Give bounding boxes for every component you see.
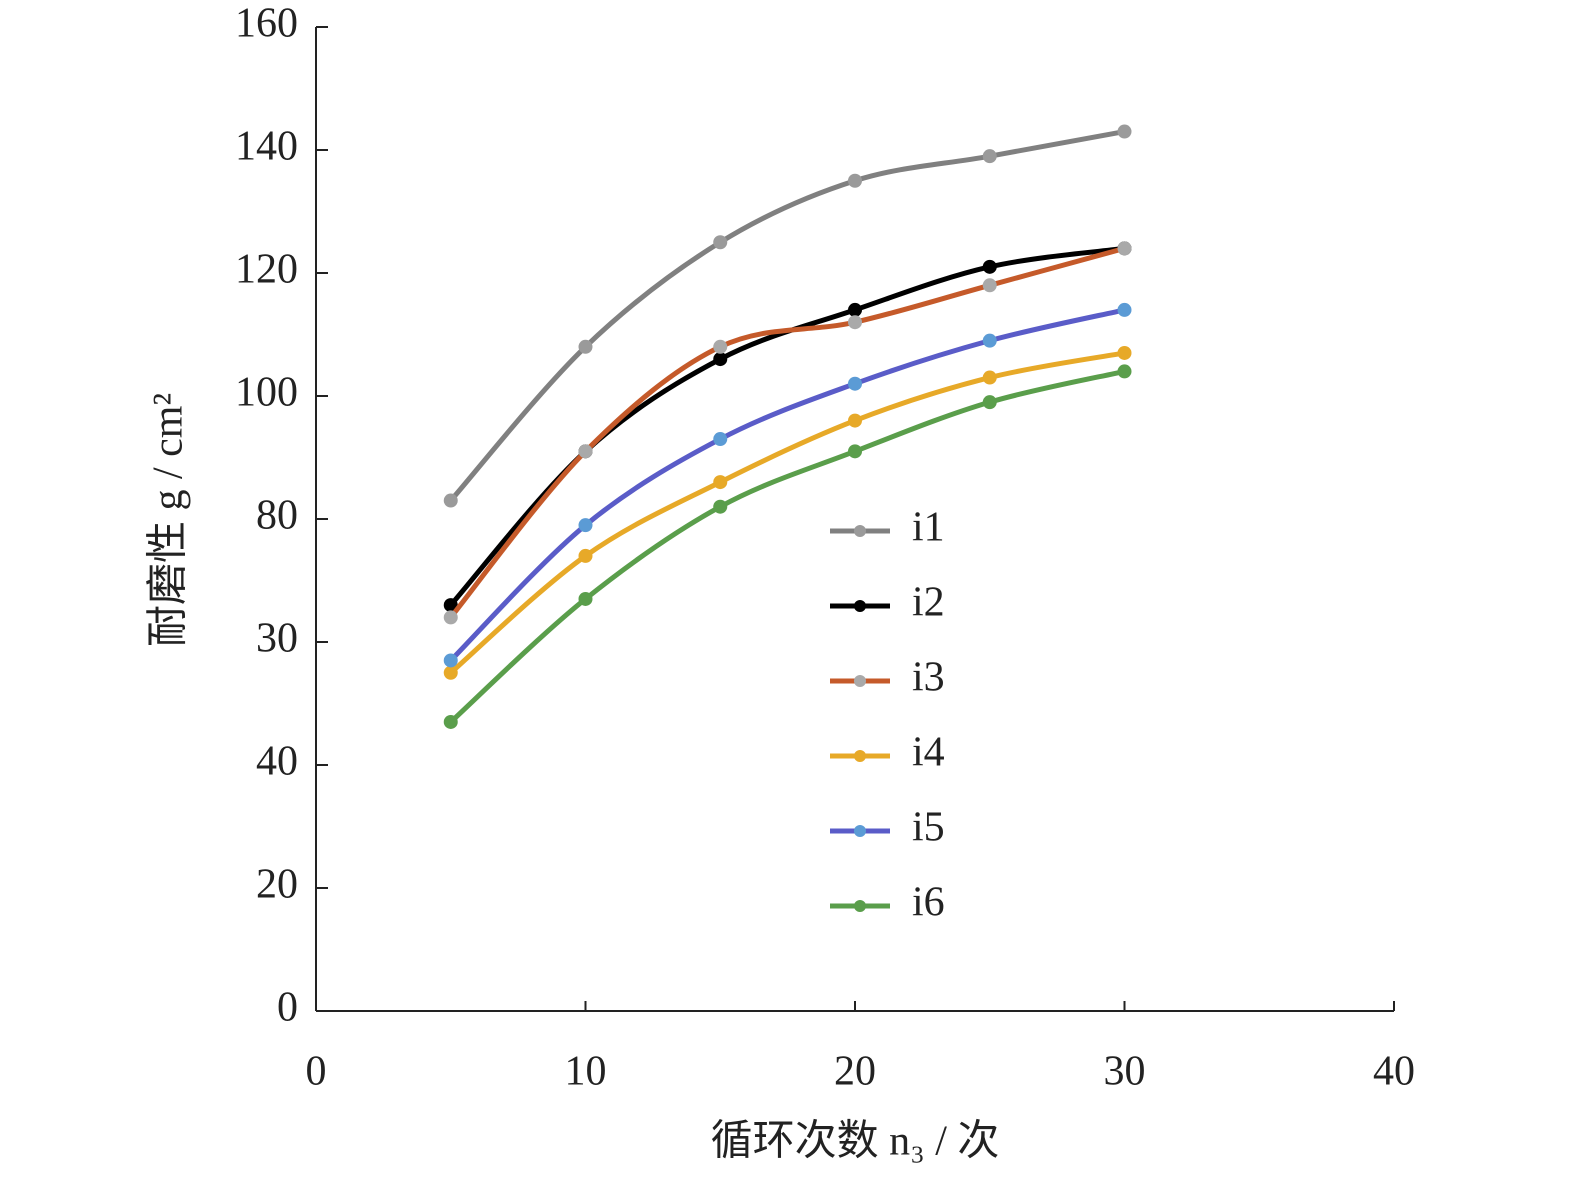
x-tick-label: 40 — [1373, 1049, 1415, 1095]
legend-label: i4 — [912, 730, 945, 776]
data-point — [713, 352, 728, 367]
x-tick-label: 0 — [306, 1049, 327, 1095]
data-point — [578, 518, 593, 533]
data-point — [713, 432, 728, 447]
data-point — [1117, 364, 1132, 379]
legend-marker — [854, 525, 866, 537]
series-line — [449, 350, 1125, 675]
data-point — [713, 475, 728, 490]
y-tick-label: 40 — [256, 739, 298, 785]
x-tick-label: 30 — [1104, 1049, 1146, 1095]
data-point — [982, 278, 997, 293]
y-tick-label: 160 — [235, 1, 298, 47]
data-point — [848, 302, 862, 317]
data-point — [578, 591, 593, 606]
data-point — [1117, 345, 1132, 360]
data-point — [713, 235, 728, 250]
data-point — [578, 548, 593, 563]
y-tick-label: 30 — [256, 616, 298, 662]
data-point — [982, 149, 997, 164]
y-tick-label: 80 — [256, 493, 298, 539]
y-tick-label: 100 — [235, 370, 298, 416]
data-point — [848, 444, 862, 459]
legend-label: i5 — [912, 805, 945, 851]
data-point — [848, 315, 862, 330]
y-axis-label: 耐磨性 g / cm² — [146, 393, 192, 647]
data-point — [1117, 124, 1132, 139]
data-point — [443, 598, 458, 613]
data-point — [443, 665, 458, 680]
series-line — [448, 129, 1125, 503]
y-tick-label: 0 — [277, 985, 298, 1031]
data-point — [982, 259, 997, 274]
x-tick-label: 20 — [834, 1049, 876, 1095]
series-line — [448, 245, 1126, 619]
legend-label: i3 — [912, 655, 945, 701]
y-tick-label: 20 — [256, 862, 298, 908]
data-point — [982, 333, 997, 348]
data-point — [578, 339, 593, 354]
data-point — [982, 370, 997, 385]
data-point — [1117, 241, 1132, 256]
legend-marker — [854, 600, 866, 612]
legend-marker — [854, 825, 866, 837]
data-point — [713, 339, 728, 354]
legend-marker — [854, 675, 866, 687]
x-axis-label: 循环次数 n₃ / 次 — [711, 1119, 1000, 1165]
series-line — [448, 245, 1125, 607]
data-point — [443, 653, 458, 668]
data-point — [578, 444, 593, 459]
data-point — [848, 376, 862, 391]
data-point — [1117, 302, 1132, 317]
data-point — [443, 493, 458, 508]
series-line — [449, 368, 1126, 724]
data-point — [713, 499, 728, 514]
y-tick-label: 120 — [235, 247, 298, 293]
data-point — [982, 395, 997, 410]
series-line — [448, 307, 1126, 663]
data-point — [443, 714, 458, 729]
legend-label: i2 — [912, 580, 945, 626]
legend-label: i1 — [912, 505, 945, 551]
data-point — [848, 173, 862, 188]
legend-label: i6 — [912, 880, 945, 926]
x-tick-label: 10 — [565, 1049, 607, 1095]
data-point — [848, 413, 862, 428]
legend-marker — [854, 750, 866, 762]
y-tick-label: 140 — [235, 124, 298, 170]
data-point — [443, 610, 458, 625]
legend-marker — [854, 900, 866, 912]
